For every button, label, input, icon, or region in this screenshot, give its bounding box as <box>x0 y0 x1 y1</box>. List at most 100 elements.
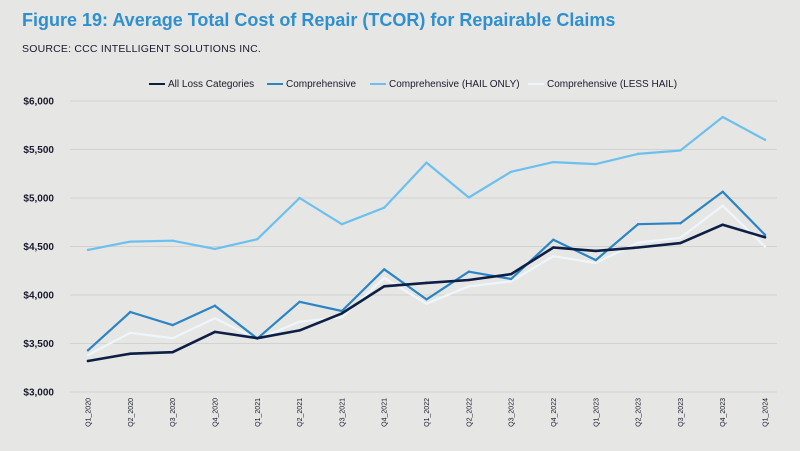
x-tick-label: Q3_2021 <box>339 398 346 427</box>
data-point <box>171 336 174 340</box>
data-point <box>552 238 555 241</box>
data-point <box>129 352 132 355</box>
y-tick-label: $3,000 <box>23 388 54 399</box>
legend-label-less-hail: Comprehensive (LESS HAIL) <box>547 78 678 90</box>
data-point <box>594 162 597 166</box>
data-point <box>467 270 471 273</box>
y-tick-label: $3,500 <box>23 339 54 350</box>
data-point <box>382 268 386 271</box>
x-tick-label: Q4_2023 <box>720 398 727 427</box>
data-point <box>467 285 471 288</box>
data-point <box>86 353 90 357</box>
data-point <box>340 316 344 319</box>
data-point <box>382 276 386 280</box>
data-point <box>679 149 682 152</box>
data-point <box>679 222 682 225</box>
data-point <box>298 329 301 332</box>
data-point <box>425 302 428 305</box>
data-point <box>171 239 174 242</box>
legend-swatch-hail-only <box>370 82 386 86</box>
legend-swatch-all-loss <box>149 82 165 86</box>
x-tick-label: Q2_2023 <box>636 398 643 427</box>
legend-swatch-comprehensive <box>267 82 283 86</box>
data-point <box>552 160 555 164</box>
y-tick-label: $4,000 <box>23 291 54 302</box>
data-point <box>256 238 259 241</box>
data-point <box>636 222 640 226</box>
x-tick-label: Q4_2020 <box>212 398 219 427</box>
y-tick-label: $5,000 <box>23 194 54 205</box>
data-point <box>86 359 90 363</box>
data-point <box>425 298 428 301</box>
x-tick-label: Q1_2021 <box>255 398 262 427</box>
data-point <box>509 272 513 276</box>
data-point <box>763 236 767 239</box>
data-point <box>256 336 259 340</box>
data-point <box>763 138 767 141</box>
data-point <box>509 170 513 174</box>
data-point <box>86 349 90 352</box>
x-tick-label: Q3_2020 <box>170 398 177 427</box>
data-point <box>298 196 301 200</box>
data-point <box>340 222 344 226</box>
data-point <box>721 204 724 207</box>
data-point <box>171 351 174 354</box>
data-point <box>763 245 767 248</box>
chart-title: Figure 19: Average Total Cost of Repair … <box>22 10 616 30</box>
data-point <box>679 241 682 245</box>
data-point <box>213 304 217 307</box>
data-point <box>129 240 132 243</box>
legend-label-hail-only: Comprehensive (HAIL ONLY) <box>389 78 520 90</box>
legend-item-comprehensive: Comprehensive <box>267 76 356 92</box>
legend-item-hail-only: Comprehensive (HAIL ONLY) <box>370 76 520 92</box>
data-point <box>509 280 513 283</box>
data-point <box>129 331 132 335</box>
legend-label-all-loss: All Loss Categories <box>168 78 255 90</box>
data-point <box>213 330 217 334</box>
data-point <box>509 277 513 281</box>
x-tick-label: Q1_2022 <box>424 398 431 427</box>
data-point <box>594 261 597 265</box>
x-tick-label: Q2_2020 <box>128 398 135 427</box>
data-point <box>636 152 640 156</box>
data-point <box>763 233 767 237</box>
data-point <box>552 246 555 249</box>
chart-legend: All Loss Categories Comprehensive Compre… <box>0 76 800 92</box>
x-tick-label: Q4_2022 <box>551 398 558 427</box>
series-line-comprehensive <box>86 190 767 352</box>
data-point <box>636 246 640 249</box>
data-point <box>636 241 640 244</box>
data-point <box>213 247 217 251</box>
x-tick-label: Q3_2023 <box>678 398 685 427</box>
x-tick-label: Q4_2021 <box>382 398 389 427</box>
x-tick-label: Q1_2024 <box>763 398 770 427</box>
data-point <box>425 161 428 164</box>
y-tick-label: $6,000 <box>23 97 54 108</box>
legend-swatch-less-hail <box>528 82 544 86</box>
data-point <box>552 255 555 258</box>
data-point <box>594 258 597 262</box>
legend-item-all-loss: All Loss Categories <box>149 76 254 92</box>
legend-item-less-hail: Comprehensive (LESS HAIL) <box>528 76 677 92</box>
data-point <box>721 190 724 193</box>
data-point <box>86 248 90 252</box>
x-tick-label: Q3_2022 <box>509 398 516 427</box>
data-point <box>721 223 724 226</box>
data-point <box>382 285 386 288</box>
y-tick-label: $4,500 <box>23 242 54 253</box>
data-point <box>467 196 471 199</box>
data-point <box>594 249 597 253</box>
data-point <box>213 317 217 320</box>
data-point <box>129 310 132 314</box>
series-line-comprehensive-hail-only <box>86 115 767 251</box>
x-tick-label: Q1_2023 <box>593 398 600 427</box>
x-tick-label: Q1_2020 <box>86 398 93 427</box>
data-point <box>467 278 471 282</box>
series-line-all-loss-categories <box>86 223 767 363</box>
data-point <box>298 300 301 303</box>
source-note: SOURCE: CCC INTELLIGENT SOLUTIONS INC. <box>22 43 262 55</box>
x-tick-label: Q2_2021 <box>297 398 304 427</box>
data-point <box>679 236 682 239</box>
y-tick-label: $5,500 <box>23 145 54 156</box>
